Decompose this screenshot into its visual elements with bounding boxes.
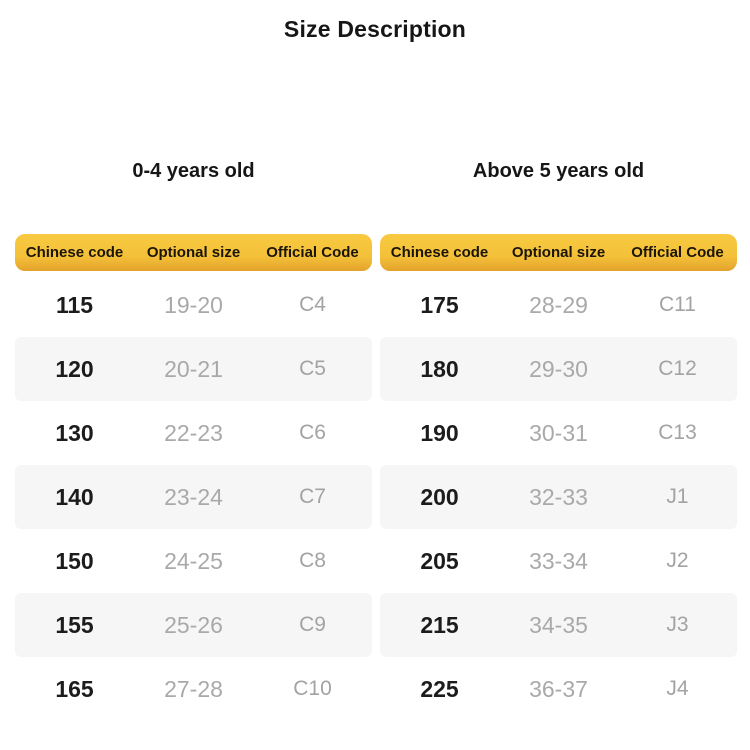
cell-official-code: C5 xyxy=(299,357,326,380)
section-title: Above 5 years old xyxy=(472,160,645,182)
page-title: Size Description xyxy=(283,16,467,42)
cell-official-code: C11 xyxy=(659,293,696,316)
table-row: 225 36-37 J4 xyxy=(380,657,737,721)
cell-chinese-code: 130 xyxy=(55,419,94,446)
table-row: 205 33-34 J2 xyxy=(380,529,737,593)
column-header-chinese-code: Chinese code xyxy=(25,244,124,261)
cell-optional-size: 34-35 xyxy=(529,611,588,638)
cell-optional-size: 19-20 xyxy=(164,291,223,318)
cell-official-code: C6 xyxy=(299,421,326,444)
cell-chinese-code: 175 xyxy=(420,291,459,318)
table-header-row: Chinese code Optional size Official Code xyxy=(380,234,737,271)
cell-optional-size: 28-29 xyxy=(529,291,588,318)
table-row: 120 20-21 C5 xyxy=(15,337,372,401)
cell-optional-size: 25-26 xyxy=(164,611,223,638)
size-table-0-4-years: 0-4 years old Chinese code Optional size… xyxy=(15,158,372,721)
table-row: 175 28-29 C11 xyxy=(380,273,737,337)
table-row: 130 22-23 C6 xyxy=(15,401,372,465)
cell-official-code: J2 xyxy=(666,549,689,572)
cell-official-code: C4 xyxy=(299,293,326,316)
table-row: 140 23-24 C7 xyxy=(15,465,372,529)
table-row: 150 24-25 C8 xyxy=(15,529,372,593)
cell-chinese-code: 150 xyxy=(55,547,94,574)
table-row: 200 32-33 J1 xyxy=(380,465,737,529)
column-header-optional-size: Optional size xyxy=(146,244,241,261)
cell-chinese-code: 165 xyxy=(55,675,94,702)
cell-chinese-code: 200 xyxy=(420,483,459,510)
table-header-row: Chinese code Optional size Official Code xyxy=(15,234,372,271)
cell-official-code: J3 xyxy=(666,613,689,636)
cell-optional-size: 22-23 xyxy=(164,419,223,446)
cell-optional-size: 27-28 xyxy=(164,675,223,702)
cell-chinese-code: 120 xyxy=(55,355,94,382)
cell-official-code: C9 xyxy=(299,613,326,636)
column-header-optional-size: Optional size xyxy=(511,244,606,261)
column-header-chinese-code: Chinese code xyxy=(390,244,489,261)
table-row: 180 29-30 C12 xyxy=(380,337,737,401)
cell-chinese-code: 225 xyxy=(420,675,459,702)
cell-official-code: C13 xyxy=(658,421,697,444)
cell-optional-size: 36-37 xyxy=(529,675,588,702)
cell-optional-size: 20-21 xyxy=(164,355,223,382)
column-header-official-code: Official Code xyxy=(266,244,359,261)
cell-chinese-code: 180 xyxy=(420,355,459,382)
cell-official-code: C8 xyxy=(299,549,326,572)
cell-optional-size: 24-25 xyxy=(164,547,223,574)
table-body: 175 28-29 C11 180 29-30 C12 190 30-31 C1… xyxy=(380,273,737,721)
cell-chinese-code: 205 xyxy=(420,547,459,574)
size-table-above-5-years: Above 5 years old Chinese code Optional … xyxy=(380,158,737,721)
cell-chinese-code: 190 xyxy=(420,419,459,446)
cell-optional-size: 32-33 xyxy=(529,483,588,510)
section-title: 0-4 years old xyxy=(132,160,255,182)
table-row: 215 34-35 J3 xyxy=(380,593,737,657)
column-header-official-code: Official Code xyxy=(631,244,724,261)
cell-chinese-code: 155 xyxy=(55,611,94,638)
cell-chinese-code: 140 xyxy=(55,483,94,510)
table-row: 155 25-26 C9 xyxy=(15,593,372,657)
cell-optional-size: 30-31 xyxy=(529,419,588,446)
cell-official-code: J1 xyxy=(666,485,689,508)
table-row: 165 27-28 C10 xyxy=(15,657,372,721)
cell-optional-size: 23-24 xyxy=(164,483,223,510)
cell-official-code: C12 xyxy=(658,357,697,380)
table-body: 115 19-20 C4 120 20-21 C5 130 22-23 C6 1… xyxy=(15,273,372,721)
cell-official-code: C7 xyxy=(299,485,326,508)
table-row: 190 30-31 C13 xyxy=(380,401,737,465)
table-row: 115 19-20 C4 xyxy=(15,273,372,337)
cell-official-code: J4 xyxy=(666,677,689,700)
cell-chinese-code: 215 xyxy=(420,611,459,638)
cell-optional-size: 29-30 xyxy=(529,355,588,382)
cell-optional-size: 33-34 xyxy=(529,547,588,574)
cell-chinese-code: 115 xyxy=(55,291,94,318)
cell-official-code: C10 xyxy=(293,677,332,700)
